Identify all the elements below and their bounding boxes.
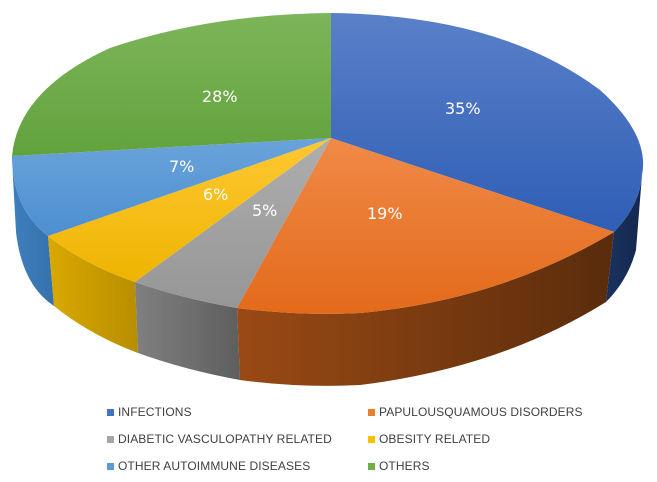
legend-swatch-icon bbox=[368, 462, 375, 470]
slice-infections[interactable] bbox=[331, 13, 644, 232]
slice-diabetic-vasculopathy[interactable] bbox=[135, 138, 331, 308]
pie-chart: 35% 19% 5% 6% 7% 28% bbox=[12, 13, 644, 386]
legend-swatch-icon bbox=[107, 408, 114, 416]
slice-side-obesity bbox=[48, 236, 138, 353]
data-label-papulosquamous: 19% bbox=[367, 204, 403, 223]
legend-swatch-icon bbox=[107, 462, 114, 470]
legend-item-papulosquamous[interactable]: PAPULOUSQUAMOUS DISORDERS bbox=[368, 404, 583, 420]
legend-swatch-icon bbox=[368, 435, 375, 443]
legend-item-diabetic[interactable]: DIABETIC VASCULOPATHY RELATED bbox=[107, 431, 332, 447]
legend-item-other-autoimmune[interactable]: OTHER AUTOIMMUNE DISEASES bbox=[107, 458, 310, 474]
pie-side-walls bbox=[12, 160, 642, 386]
legend-label: OTHERS bbox=[379, 459, 430, 473]
legend-item-others[interactable]: OTHERS bbox=[368, 458, 430, 474]
data-labels: 35% 19% 5% 6% 7% 28% bbox=[169, 87, 481, 223]
slice-obesity[interactable] bbox=[48, 138, 331, 282]
legend-label: OTHER AUTOIMMUNE DISEASES bbox=[118, 459, 311, 473]
slice-side-diabetic bbox=[135, 282, 240, 380]
slice-side-infections bbox=[606, 175, 642, 302]
legend-item-infections[interactable]: INFECTIONS bbox=[107, 404, 192, 420]
legend-label: OBESITY RELATED bbox=[379, 432, 491, 446]
legend-label: DIABETIC VASCULOPATHY RELATED bbox=[118, 432, 332, 446]
slice-papulosquamous[interactable] bbox=[237, 138, 614, 314]
legend-swatch-icon bbox=[368, 408, 375, 416]
data-label-other-autoimmune: 7% bbox=[169, 157, 194, 176]
legend-swatch-icon bbox=[107, 435, 114, 443]
data-label-obesity: 6% bbox=[203, 185, 228, 204]
slice-other-autoimmune[interactable] bbox=[12, 138, 331, 236]
data-label-diabetic: 5% bbox=[252, 201, 277, 220]
pie-top-faces bbox=[12, 13, 644, 314]
slice-side-papulosquamous bbox=[237, 232, 614, 386]
legend-label: INFECTIONS bbox=[118, 405, 192, 419]
slice-others[interactable] bbox=[12, 13, 331, 156]
legend-label: PAPULOUSQUAMOUS DISORDERS bbox=[379, 405, 583, 419]
data-label-infections: 35% bbox=[445, 99, 481, 118]
slice-side-other-autoimmune bbox=[12, 160, 54, 306]
legend-item-obesity[interactable]: OBESITY RELATED bbox=[368, 431, 490, 447]
data-label-others: 28% bbox=[202, 87, 238, 106]
